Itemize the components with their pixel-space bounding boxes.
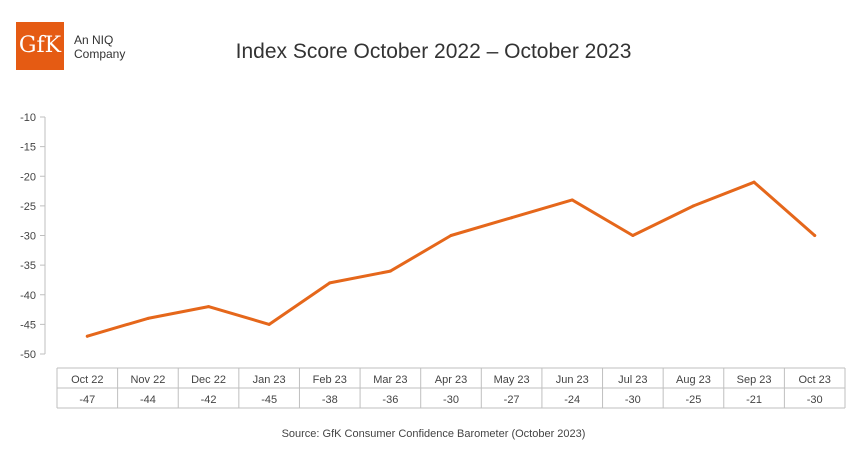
data-point <box>267 322 271 326</box>
x-tick-label: Mar 23 <box>373 374 407 386</box>
table-value-label: -42 <box>201 394 217 406</box>
x-tick-label: Feb 23 <box>313 374 347 386</box>
x-tick-label: Dec 22 <box>191 374 226 386</box>
data-point <box>631 234 635 237</box>
data-point <box>813 234 817 237</box>
table-value-label: -47 <box>79 394 95 406</box>
y-tick-label: -10 <box>20 112 36 124</box>
x-tick-label: Oct 23 <box>798 374 830 386</box>
data-point <box>691 204 695 208</box>
y-tick-label: -45 <box>20 319 36 331</box>
y-tick-label: -20 <box>20 171 36 183</box>
table-value-label: -30 <box>443 394 459 406</box>
x-tick-label: Nov 22 <box>130 374 165 386</box>
y-tick-label: -40 <box>20 290 36 302</box>
y-tick-label: -25 <box>20 201 36 213</box>
table-value-label: -21 <box>746 394 762 406</box>
y-tick-label: -50 <box>20 349 36 361</box>
x-tick-label: Apr 23 <box>435 374 467 386</box>
data-point <box>207 305 211 309</box>
data-point <box>146 316 150 320</box>
table-value-label: -36 <box>382 394 398 406</box>
gfk-logo: GfK <box>16 22 64 70</box>
table-value-label: -38 <box>322 394 338 406</box>
x-tick-label: Jan 23 <box>253 374 286 386</box>
x-tick-label: Sep 23 <box>737 374 772 386</box>
x-tick-label: May 23 <box>494 374 530 386</box>
logo-tagline-line-2: Company <box>74 47 126 61</box>
data-point <box>510 216 514 220</box>
table-value-label: -45 <box>261 394 277 406</box>
x-tick-label: Oct 22 <box>71 374 103 386</box>
data-point <box>449 234 453 237</box>
x-tick-label: Aug 23 <box>676 374 711 386</box>
table-value-label: -30 <box>625 394 641 406</box>
logo-tagline-line-1: An NIQ <box>74 33 114 47</box>
data-point <box>570 198 574 202</box>
table-value-label: -27 <box>504 394 520 406</box>
y-tick-label: -30 <box>20 231 36 243</box>
data-point <box>85 334 89 338</box>
table-value-label: -30 <box>807 394 823 406</box>
y-tick-label: -15 <box>20 142 36 154</box>
logo-tagline: An NIQ Company <box>74 33 144 61</box>
data-point <box>328 281 332 285</box>
data-point <box>388 269 392 273</box>
y-tick-label: -35 <box>20 260 36 272</box>
chart-title: Index Score October 2022 – October 2023 <box>235 40 632 63</box>
data-point <box>752 180 756 184</box>
series-line <box>85 180 817 338</box>
x-tick-label: Jun 23 <box>556 374 589 386</box>
table-value-label: -44 <box>140 394 156 406</box>
x-tick-label: Jul 23 <box>618 374 647 386</box>
logo-mark: GfK <box>18 33 62 58</box>
table-value-label: -25 <box>686 394 702 406</box>
table-value-label: -24 <box>564 394 580 406</box>
source-note: Source: GfK Consumer Confidence Baromete… <box>281 428 586 440</box>
